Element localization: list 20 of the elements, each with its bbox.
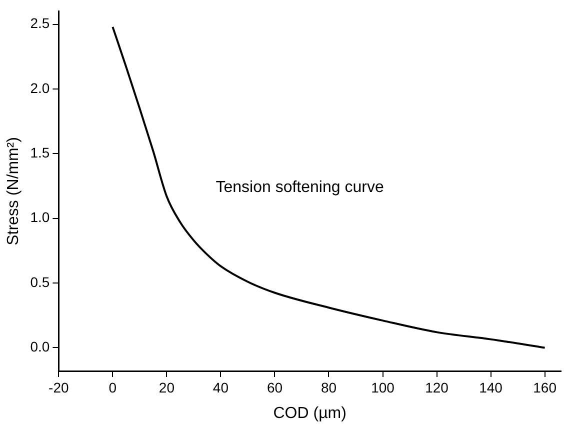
x-tick-label: 0 [108,379,117,396]
y-tick-label: 2.5 [30,15,50,32]
y-tick-label: 2.0 [30,80,50,96]
y-tick-label: 0.0 [30,338,50,355]
x-tick-label: 80 [320,379,337,396]
x-tick-label: 40 [212,379,229,396]
x-axis-title: COD (µm) [273,404,346,422]
y-tick-label: 0.5 [30,274,50,290]
y-axis-title: Stress (N/mm²) [5,136,22,246]
annotation: Tension softening curve [216,179,384,196]
x-tick-label: 100 [371,379,395,396]
x-tick-label: 20 [158,379,175,396]
x-tick-label: -20 [48,379,69,396]
x-tick-label: 160 [533,379,557,396]
x-tick-label: 140 [479,379,503,396]
line-series [112,26,546,349]
x-tick-label: 120 [425,379,449,396]
y-tick-label: 1.0 [30,209,50,226]
x-tick-label: 60 [266,379,283,396]
y-tick-label: 1.5 [30,144,50,161]
